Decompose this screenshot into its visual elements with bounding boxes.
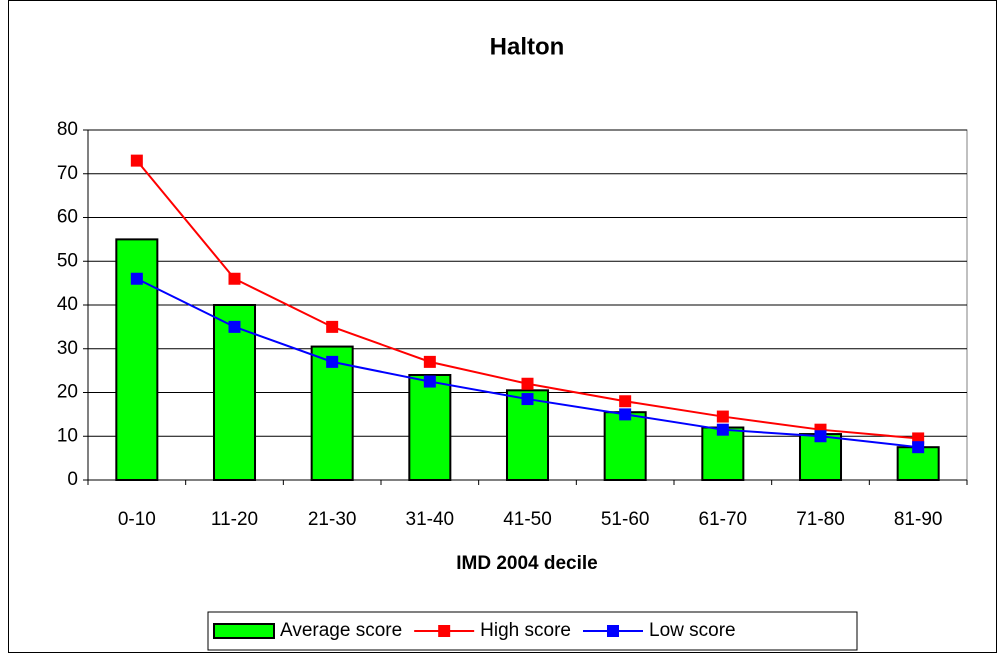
marker <box>912 441 925 454</box>
marker <box>228 272 241 285</box>
x-tick-label: 71-80 <box>796 509 845 530</box>
legend-label: Average score <box>280 620 402 641</box>
y-tick-label: 20 <box>57 382 78 403</box>
bar <box>603 411 647 481</box>
marker <box>521 377 534 390</box>
x-tick-label: 81-90 <box>894 509 943 530</box>
marker <box>619 408 632 421</box>
y-tick-label: 50 <box>57 250 78 271</box>
marker <box>423 375 436 388</box>
marker <box>326 355 339 368</box>
marker <box>716 410 729 423</box>
bar <box>408 374 452 481</box>
y-tick-label: 0 <box>67 469 78 490</box>
x-tick-label: 51-60 <box>601 509 650 530</box>
marker <box>814 430 827 443</box>
bar <box>701 426 745 481</box>
marker <box>130 272 143 285</box>
y-tick-label: 60 <box>57 207 78 228</box>
marker <box>423 355 436 368</box>
legend-marker <box>438 625 451 637</box>
y-tick-label: 70 <box>57 163 78 184</box>
y-tick-label: 10 <box>57 425 78 446</box>
y-tick-label: 40 <box>57 294 78 315</box>
bar <box>310 345 354 481</box>
marker <box>716 423 729 436</box>
x-tick-label: 31-40 <box>406 509 455 530</box>
legend-label: Low score <box>649 620 736 641</box>
x-tick-label: 0-10 <box>118 509 156 530</box>
marker <box>326 320 339 333</box>
marker <box>521 393 534 406</box>
bar <box>505 389 550 481</box>
marker <box>619 395 632 408</box>
y-tick-label: 80 <box>57 119 78 140</box>
marker <box>228 320 241 333</box>
x-tick-label: 11-20 <box>211 509 258 530</box>
legend-swatch <box>213 623 275 639</box>
x-tick-label: 21-30 <box>308 509 357 530</box>
legend-label: High score <box>480 620 571 641</box>
bar <box>212 304 257 481</box>
y-tick-label: 30 <box>57 338 78 359</box>
chart-title: Halton <box>490 33 565 60</box>
legend-marker <box>607 625 619 637</box>
x-tick-label: 41-50 <box>503 509 552 530</box>
x-tick-label: 61-70 <box>699 509 748 530</box>
legend-box <box>207 611 858 651</box>
x-axis-title: IMD 2004 decile <box>456 553 598 574</box>
marker <box>130 154 143 167</box>
